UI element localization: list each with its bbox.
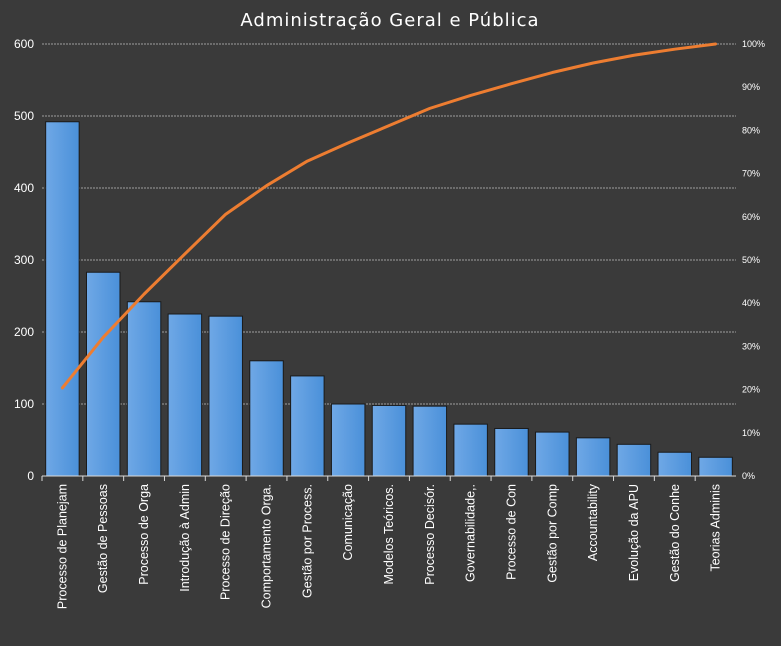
x-axis: Processo de Planejam Gestão de Pessoas Pro… [42, 476, 736, 609]
bar [168, 314, 201, 476]
y2-tick-label: 30% [742, 341, 760, 351]
bar [658, 452, 691, 476]
y-tick-label: 500 [14, 109, 34, 123]
bar [372, 405, 405, 476]
y2-tick-label: 100% [742, 39, 765, 49]
y2-tick-label: 40% [742, 298, 760, 308]
y2-tick-label: 20% [742, 385, 760, 395]
x-tick-label: Gestão por Comp [545, 484, 559, 583]
y2-tick-label: 10% [742, 428, 760, 438]
bar [699, 457, 732, 476]
bar [331, 404, 364, 476]
x-tick-label: Processo de Orga [137, 484, 151, 585]
y2-tick-label: 90% [742, 82, 760, 92]
x-tick-label: Teorias Adminis [709, 484, 723, 572]
x-tick-label: Processo de Con [504, 484, 518, 580]
y-tick-label: 300 [14, 253, 34, 267]
y-axis-secondary: 0% 10% 20% 30% 40% 50% 60% 70% 80% 90% 100% [742, 39, 765, 481]
bar [209, 316, 242, 476]
bar [127, 302, 160, 476]
y-tick-label: 600 [14, 37, 34, 51]
bar [454, 424, 487, 476]
bar [617, 444, 650, 476]
x-tick-label: Introdução à Admin [178, 484, 192, 592]
x-tick-label: Gestão do Conhe [668, 484, 682, 582]
y-tick-label: 0 [27, 469, 34, 483]
y2-tick-label: 50% [742, 255, 760, 265]
y2-tick-label: 0% [742, 471, 755, 481]
bar [46, 122, 79, 476]
bar [250, 361, 283, 476]
x-tick-label: Accountability [586, 483, 600, 561]
y2-tick-label: 80% [742, 125, 760, 135]
y2-tick-label: 70% [742, 169, 760, 179]
x-tick-label: Gestão por Process. [300, 484, 314, 598]
bar [576, 438, 609, 476]
y2-tick-label: 60% [742, 212, 760, 222]
bar [495, 428, 528, 476]
x-tick-label: Comportamento Orga. [260, 484, 274, 608]
x-tick-label: Evolução da APU [627, 484, 641, 581]
x-tick-label: Modelos Teóricos. [382, 484, 396, 585]
y-axis-primary: 0 100 200 300 400 500 600 [14, 37, 34, 483]
bar [536, 432, 569, 476]
y-tick-label: 200 [14, 325, 34, 339]
x-tick-label: Governabilidade,. [464, 484, 478, 582]
y-tick-label: 400 [14, 181, 34, 195]
y-tick-label: 100 [14, 397, 34, 411]
x-tick-label: Comunicação [341, 484, 355, 560]
bar [86, 272, 119, 476]
bar [413, 406, 446, 476]
bar [291, 376, 324, 476]
x-tick-label: Processo de Direção [219, 484, 233, 600]
x-tick-label: Processo de Planejam [55, 484, 69, 609]
x-tick-label: Gestão de Pessoas [96, 484, 110, 593]
x-tick-label: Processo Decisór. [423, 484, 437, 585]
chart-title: Administração Geral e Pública [240, 10, 539, 31]
bar-series [46, 122, 733, 476]
